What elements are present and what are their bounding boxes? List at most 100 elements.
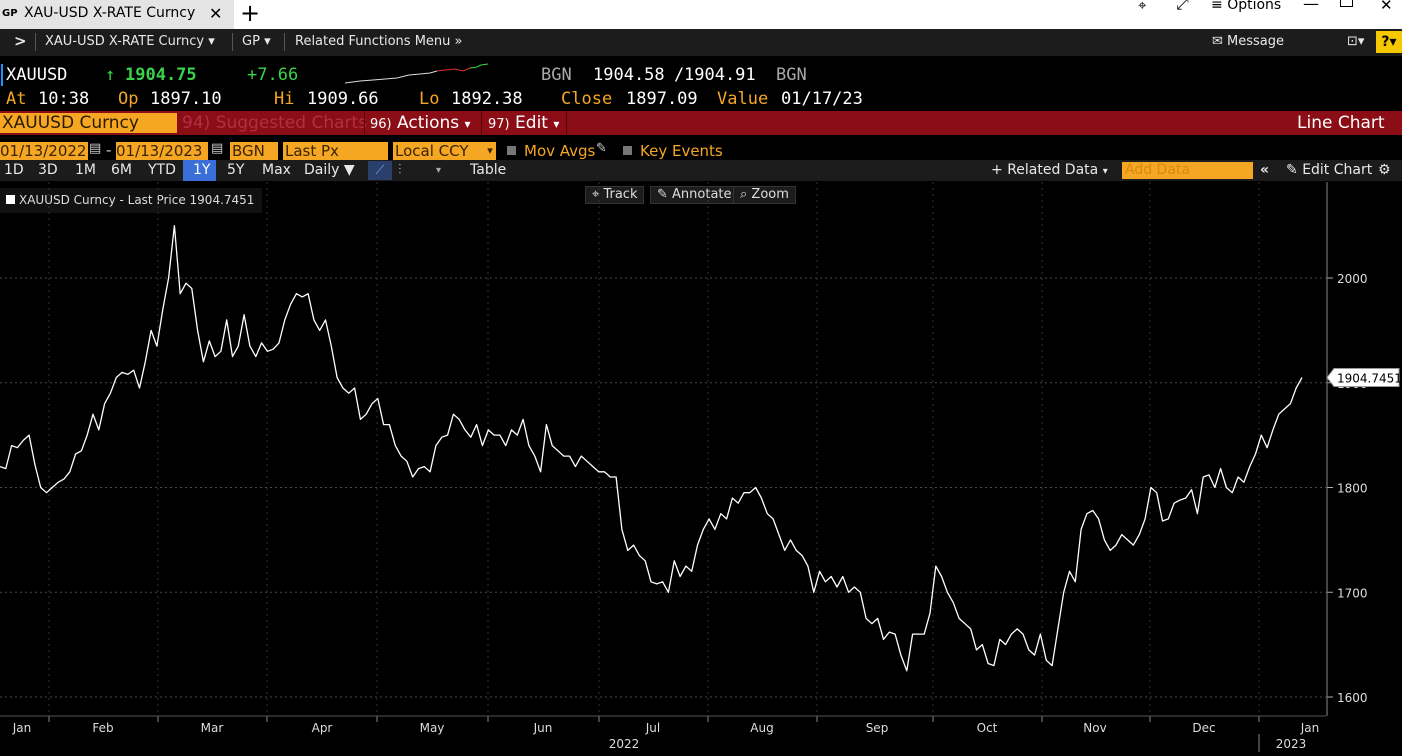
help-button[interactable]: ?▾ [1376,31,1402,53]
price-line [0,224,1303,672]
pencil-icon[interactable]: ✎ [596,141,607,156]
tab-active[interactable]: GP XAU-USD X-RATE Curncy ✕ [0,0,234,29]
menu-bar: > XAU-USD X-RATE Curncy ▾ GP ▾ Related F… [0,29,1402,56]
minimize-icon[interactable]: — [1303,0,1319,13]
divider [566,111,567,135]
period-select[interactable]: Daily ▼ [304,162,355,178]
maximize-icon[interactable] [1340,0,1353,7]
x-tick-label: Aug [750,721,773,735]
security-menu-label: XAU-USD X-RATE Curncy [45,34,205,49]
add-data-input[interactable]: Add Data [1122,162,1253,179]
y-tick-label: 1600 [1337,691,1368,705]
y-tick-label: 1800 [1337,482,1368,496]
chart-legend[interactable]: XAUUSD Curncy - Last Price 1904.7451 [0,188,262,213]
legend-swatch [6,195,15,204]
line-chart-icon[interactable]: ⟋ [368,161,392,180]
x-tick-label: May [420,721,445,735]
expand-icon[interactable]: ⤢ [1176,0,1189,13]
range-1y-active[interactable] [183,160,216,181]
x-tick-label: Jan [1300,721,1320,735]
divider [364,111,365,135]
field-input[interactable]: Last Px [283,142,388,160]
security-menu[interactable]: XAU-USD X-RATE Curncy ▾ [45,34,215,49]
x-tick-label: Jun [533,721,553,735]
x-tick-label: Mar [201,721,224,735]
value-label: Value [717,89,769,109]
options-menu[interactable]: ≡ Options [1211,0,1281,13]
calendar-icon[interactable]: ▤ [89,141,102,156]
up-arrow-icon: ↑ [105,65,116,85]
divider [35,33,36,51]
range-max[interactable]: Max [262,162,291,178]
monitor-icon[interactable]: ⊡▾ [1347,34,1365,49]
zoom-button[interactable]: ⌕ Zoom [733,186,796,204]
mov-avgs-label: Mov Avgs [524,142,596,160]
chevron-down-icon: ▾ [464,117,471,131]
high-price: 1909.66 [307,89,379,109]
start-date-input[interactable]: 01/13/2022 [0,142,88,160]
close-window-icon[interactable]: ✕ [1380,0,1393,14]
function-menu[interactable]: GP ▾ [242,34,271,49]
calendar-icon[interactable]: ▤ [211,141,224,156]
x-tick-label: Nov [1083,721,1106,735]
options-label: Options [1227,0,1282,13]
chevron-down-icon[interactable]: ▾ [484,142,496,160]
related-data-label: Related Data [1007,162,1099,178]
mov-avgs-checkbox[interactable] [507,146,516,155]
bid-ask-separator: / [674,65,685,85]
range-1d[interactable]: 1D [4,162,24,178]
divider [284,33,285,51]
annotate-label: Annotate [672,187,732,202]
end-date-input[interactable]: 01/13/2023 [116,142,208,160]
bid-price: 1904.58 [593,65,665,85]
range-6m[interactable]: 6M [111,162,132,178]
ask-price: 1904.91 [684,65,756,85]
actions-menu[interactable]: 96) Actions ▾ [370,113,471,133]
range-5y[interactable]: 5Y [227,162,245,178]
chart-toolbar: XAUUSD Curncy 94) Suggested Charts 96) A… [0,111,1402,135]
annotate-button[interactable]: ✎ Annotate [650,186,739,204]
range-3d[interactable]: 3D [38,162,58,178]
currency-select[interactable]: Local CCY [393,142,487,160]
table-button[interactable]: Table [470,162,507,178]
pin-icon[interactable]: ⌖ [1138,0,1147,14]
new-tab-icon[interactable]: + [240,0,261,27]
range-ytd[interactable]: YTD [148,162,176,178]
range-bar: 1D 3D 1M 6M YTD 1Y 5Y Max Daily ▼ ⟋ ⫶ ▾ … [0,160,1402,181]
magnifier-icon: ⌕ [740,187,752,202]
x-tick-label: Feb [92,721,113,735]
go-arrow-icon[interactable]: > [14,32,27,50]
low-label: Lo [419,89,440,109]
message-button[interactable]: ✉ Message [1212,34,1284,49]
chevron-down-icon: ▾ [208,34,215,49]
collapse-icon[interactable]: « [1260,162,1270,178]
year-label: 2023 [1276,737,1307,751]
hamburger-icon: ≡ [1211,0,1228,13]
source-input[interactable]: BGN [230,142,278,160]
close-label: Close [561,89,613,109]
edit-chart-button[interactable]: ✎ Edit Chart [1286,162,1372,178]
close-tab-icon[interactable]: ✕ [209,4,223,23]
bar-chart-icon[interactable]: ⫶ [398,162,402,178]
range-1y[interactable]: 1Y [193,162,211,178]
price-chart[interactable]: 16001700180019002000JanFebMarAprMayJunJu… [0,182,1402,756]
suggested-charts-button[interactable]: 94) Suggested Charts [182,113,368,133]
legend-label: XAUUSD Curncy - Last Price 1904.7451 [19,193,255,207]
track-button[interactable]: ⌖ Track [585,186,645,204]
chevron-down-icon: ▾ [264,34,271,49]
year-label: 2022 [609,737,640,751]
x-tick-label: Jul [645,721,660,735]
sparkline [345,63,489,84]
gear-icon[interactable]: ⚙ [1378,162,1391,178]
key-events-checkbox[interactable] [623,146,632,155]
edit-menu[interactable]: 97) Edit ▾ [488,113,559,133]
crosshair-icon: ⌖ [592,187,604,202]
last-price-tag [1326,368,1400,388]
period-label: Daily [304,162,340,178]
related-functions-menu[interactable]: Related Functions Menu » [295,34,463,49]
range-1m[interactable]: 1M [75,162,96,178]
open-label: Op [118,89,139,109]
related-data-menu[interactable]: + Related Data ▾ [991,162,1108,178]
chevron-down-icon[interactable]: ▾ [436,165,442,176]
security-box[interactable]: XAUUSD Curncy [0,113,177,133]
